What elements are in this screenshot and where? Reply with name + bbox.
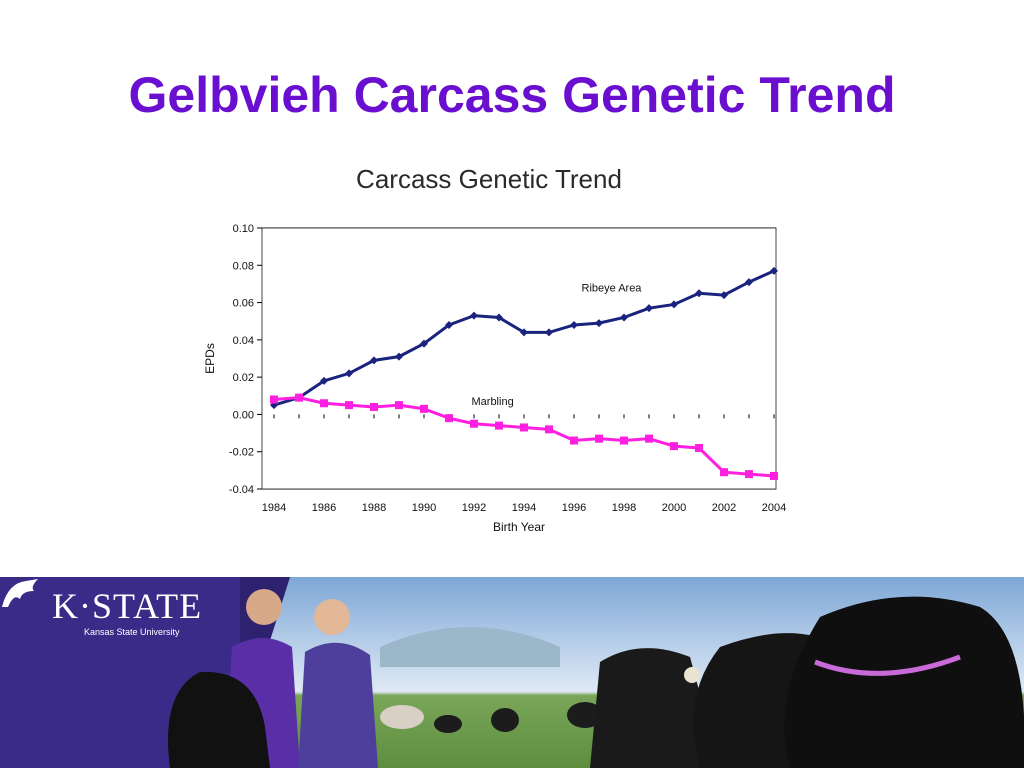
data-point xyxy=(395,352,403,361)
banner-art xyxy=(168,577,1024,768)
data-point xyxy=(495,421,503,430)
x-tick-label: 1986 xyxy=(312,502,336,514)
data-point xyxy=(370,356,378,365)
data-point xyxy=(395,401,403,410)
cow-silhouette xyxy=(784,596,1024,768)
data-point xyxy=(770,471,778,480)
x-tick-label: 1994 xyxy=(512,502,536,514)
data-point xyxy=(770,266,778,275)
data-point xyxy=(670,300,678,309)
data-point xyxy=(545,425,553,434)
y-tick-label: -0.02 xyxy=(229,447,254,459)
halter-rope xyxy=(814,654,961,676)
logo-text: K·STATE xyxy=(52,586,203,626)
x-tick-label: 2000 xyxy=(662,502,686,514)
x-tick-label: 1990 xyxy=(412,502,436,514)
x-tick-label: 1996 xyxy=(562,502,586,514)
data-point xyxy=(345,401,353,410)
data-point xyxy=(420,339,428,348)
chart-title: Carcass Genetic Trend xyxy=(356,164,622,194)
y-tick-label: 0.08 xyxy=(233,260,254,272)
data-point xyxy=(445,414,453,423)
series-label: Ribeye Area xyxy=(582,282,643,294)
data-point xyxy=(695,289,703,298)
y-tick-label: 0.00 xyxy=(233,409,254,421)
y-tick-label: 0.10 xyxy=(233,223,254,235)
data-point xyxy=(370,402,378,411)
logo-subtitle: Kansas State University xyxy=(84,627,180,637)
data-point xyxy=(645,304,653,313)
x-tick-label: 1998 xyxy=(612,502,636,514)
data-point xyxy=(470,419,478,428)
x-tick-label: 2002 xyxy=(712,502,736,514)
calf-silhouette xyxy=(168,671,270,768)
data-point xyxy=(720,468,728,477)
mountain-shape xyxy=(380,627,560,667)
cow-silhouette xyxy=(567,702,603,728)
data-point xyxy=(670,442,678,451)
plot-area xyxy=(261,227,777,490)
y-tick-label: 0.02 xyxy=(233,372,254,384)
data-point xyxy=(745,470,753,479)
data-point xyxy=(720,291,728,300)
data-point xyxy=(545,328,553,337)
x-tick-label: 2004 xyxy=(762,502,786,514)
y-tick-label: 0.06 xyxy=(233,298,254,310)
y-tick-label: -0.04 xyxy=(229,484,254,496)
data-point xyxy=(320,399,328,408)
x-tick-label: 1988 xyxy=(362,502,386,514)
x-axis-label: Birth Year xyxy=(493,520,545,534)
series-label: Marbling xyxy=(472,396,514,408)
cow-silhouette xyxy=(434,715,462,733)
series-layer xyxy=(270,266,778,480)
wildcat-icon xyxy=(2,579,38,607)
data-point xyxy=(645,434,653,443)
chart: Carcass Genetic Trend 0.10 0.08 0.06 0.04 0.… xyxy=(190,150,810,550)
data-point xyxy=(445,320,453,329)
data-point xyxy=(620,313,628,322)
axes: 0.10 0.08 0.06 0.04 0.02 0.00 -0.02 -0.04 1984 19… xyxy=(203,223,786,534)
data-point xyxy=(520,423,528,432)
y-tick-label: 0.04 xyxy=(233,335,254,347)
cow-silhouette xyxy=(380,705,424,729)
banner-photo: K·STATE Kansas State University xyxy=(0,577,1024,768)
data-point xyxy=(745,278,753,287)
data-point xyxy=(570,436,578,445)
labels-layer: Ribeye Area Marbling xyxy=(472,282,643,408)
data-point xyxy=(570,320,578,329)
x-tick-label: 1992 xyxy=(462,502,486,514)
person-head xyxy=(314,599,350,635)
data-point xyxy=(595,434,603,443)
person-silhouette xyxy=(298,642,378,768)
chart-svg: Carcass Genetic Trend 0.100.080.060.040.… xyxy=(203,164,786,534)
page-title: Gelbvieh Carcass Genetic Trend xyxy=(128,67,896,123)
data-point xyxy=(295,393,303,402)
data-point xyxy=(270,395,278,404)
ear-tag xyxy=(684,667,700,683)
data-point xyxy=(620,436,628,445)
data-point xyxy=(520,328,528,337)
data-point xyxy=(345,369,353,378)
data-point xyxy=(495,313,503,322)
person-head xyxy=(246,589,282,625)
x-tick-label: 1984 xyxy=(262,502,286,514)
data-point xyxy=(595,319,603,328)
data-point xyxy=(320,376,328,385)
data-point xyxy=(695,443,703,452)
cow-silhouette xyxy=(491,708,519,732)
data-point xyxy=(470,311,478,320)
data-point xyxy=(420,404,428,413)
y-axis-label: EPDs xyxy=(203,343,217,374)
